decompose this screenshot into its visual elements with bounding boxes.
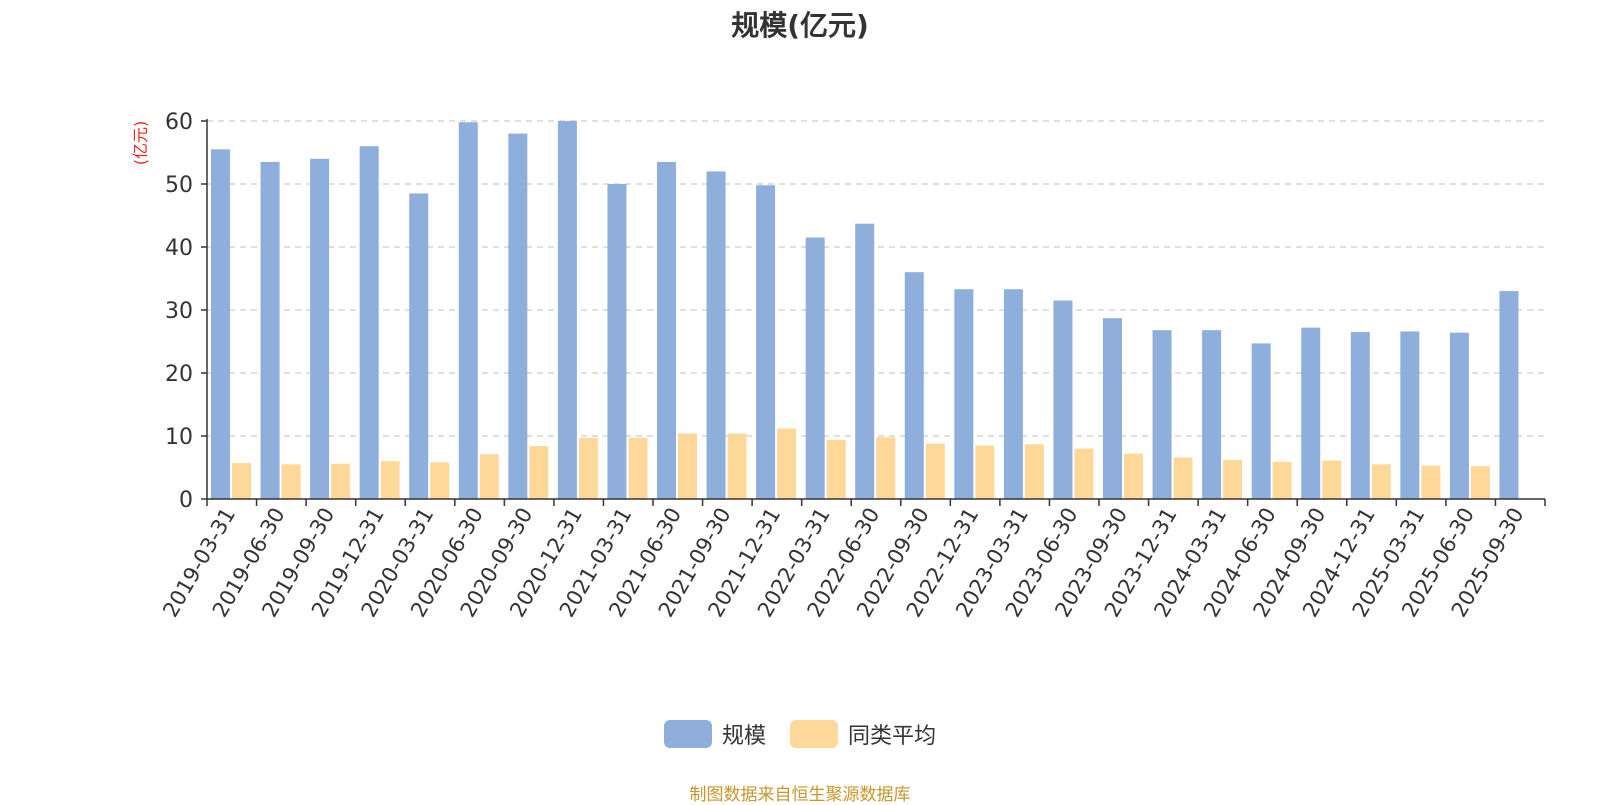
bar-peer-average	[1024, 444, 1044, 499]
y-tick-label: 40	[165, 236, 193, 261]
legend-swatch-peer-average	[790, 720, 838, 748]
bar-peer-average	[1272, 461, 1292, 499]
bar-peer-average	[578, 437, 598, 499]
bars	[211, 121, 1519, 500]
bar-peer-average	[1074, 448, 1094, 499]
bar-peer-average	[876, 437, 896, 499]
chart-title: 规模(亿元)	[731, 9, 869, 42]
bar-peer-average	[925, 443, 945, 499]
bar-scale	[409, 193, 429, 499]
bar-scale	[1202, 330, 1222, 499]
y-tick-label: 60	[165, 110, 193, 135]
bar-scale	[805, 237, 825, 500]
bar-scale	[904, 272, 924, 499]
bar-scale	[1152, 330, 1172, 499]
bar-scale	[1400, 331, 1420, 499]
legend-item-peer-average[interactable]: 同类平均	[790, 718, 936, 750]
bar-scale	[607, 184, 627, 499]
bar-peer-average	[430, 462, 450, 499]
bar-scale	[855, 223, 875, 499]
bar-scale	[557, 121, 577, 499]
legend-item-scale[interactable]: 规模	[663, 718, 766, 750]
bar-scale	[1053, 300, 1073, 499]
y-tick-label: 10	[165, 425, 193, 450]
bar-peer-average	[727, 433, 747, 499]
legend-swatch-scale	[663, 720, 712, 748]
bar-peer-average	[1173, 457, 1193, 499]
bar-peer-average	[826, 439, 846, 499]
bar-peer-average	[975, 445, 995, 499]
bar-scale	[458, 122, 478, 499]
bar-scale	[260, 161, 280, 499]
bar-scale	[1350, 332, 1370, 499]
bar-peer-average	[529, 446, 549, 499]
y-axis-unit-label: (亿元)	[131, 121, 150, 166]
y-tick-label: 30	[165, 299, 193, 324]
bar-scale	[954, 289, 974, 499]
grid-lines	[207, 120, 1545, 437]
bar-peer-average	[1421, 465, 1441, 499]
bar-scale	[1103, 318, 1122, 499]
legend: 规模 同类平均	[0, 718, 1600, 750]
y-tick-label: 0	[179, 488, 193, 513]
bar-peer-average	[232, 463, 251, 499]
source-note: 制图数据来自恒生聚源数据库	[689, 785, 911, 805]
bar-scale	[756, 185, 776, 499]
y-tick-label: 20	[165, 362, 193, 387]
bar-scale	[1499, 291, 1519, 499]
bar-scale	[1003, 289, 1023, 499]
bar-peer-average	[380, 461, 400, 499]
legend-label-peer-average: 同类平均	[848, 724, 937, 749]
legend-label-scale: 规模	[721, 724, 766, 749]
bar-peer-average	[678, 433, 697, 499]
bar-scale	[211, 149, 230, 499]
bar-peer-average	[628, 437, 648, 499]
bar-peer-average	[1223, 459, 1243, 499]
bar-peer-average	[1470, 466, 1490, 499]
bar-scale	[1301, 327, 1321, 499]
y-tick-label: 50	[165, 173, 193, 198]
bar-peer-average	[1322, 460, 1342, 499]
bar-peer-average	[1371, 464, 1391, 499]
bar-peer-average	[777, 428, 797, 499]
bar-scale	[1449, 332, 1469, 499]
bar-peer-average	[281, 464, 301, 499]
bar-scale	[706, 171, 726, 499]
bar-peer-average	[331, 463, 351, 499]
bar-scale	[508, 133, 528, 499]
bar-scale	[1251, 343, 1271, 499]
bar-peer-average	[479, 454, 499, 499]
bar-peer-average	[1124, 453, 1143, 499]
bar-scale	[657, 161, 676, 499]
bar-scale	[310, 158, 330, 500]
bar-scale	[359, 146, 379, 499]
